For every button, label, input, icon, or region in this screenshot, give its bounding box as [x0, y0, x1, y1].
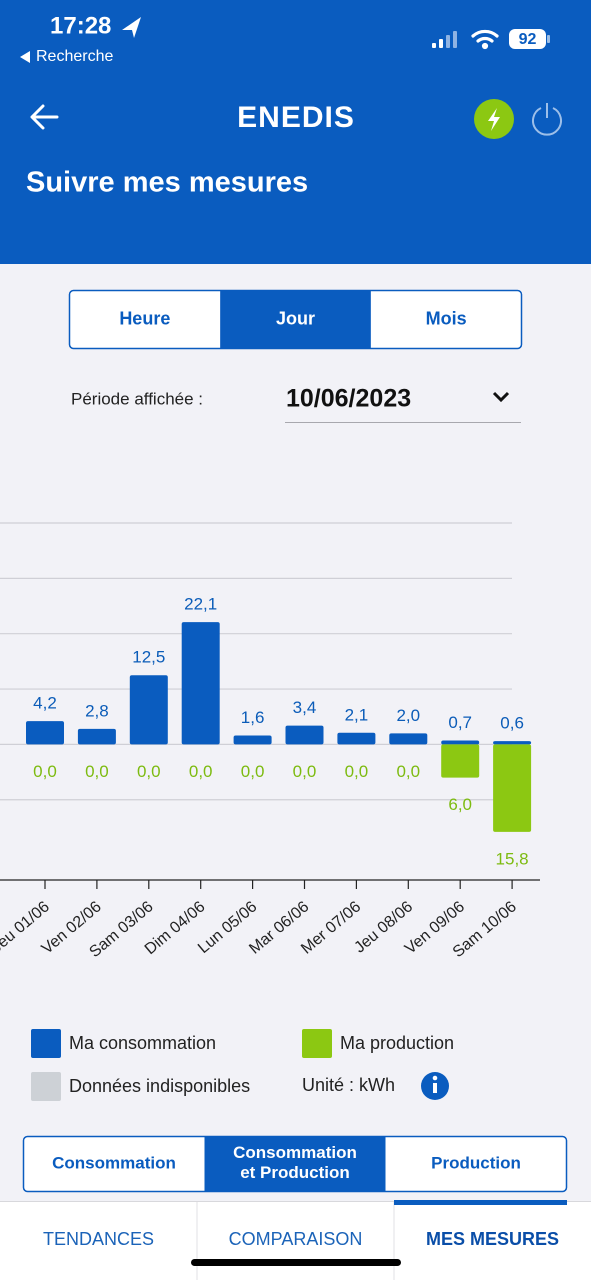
home-indicator: [191, 1259, 401, 1266]
value-label: 0,6: [500, 714, 524, 733]
power-icon[interactable]: [532, 107, 562, 136]
bar: [493, 741, 532, 745]
value-label: 0,0: [293, 762, 317, 781]
legend-swatch: [302, 1029, 332, 1058]
value-label: 0,7: [448, 713, 472, 732]
value-label: 0,0: [396, 762, 420, 781]
bar: [26, 721, 64, 745]
battery-level: 92: [519, 31, 537, 48]
segment[interactable]: Heure: [119, 308, 170, 328]
nav-tab-indicator: [394, 1200, 567, 1205]
value-label: 2,8: [85, 701, 109, 720]
logo: ENEDIS: [237, 101, 355, 134]
value-label: 2,0: [396, 706, 420, 725]
wifi-icon: [471, 29, 499, 50]
bar: [389, 733, 428, 745]
bar: [493, 744, 532, 832]
bar: [441, 744, 480, 778]
value-label: 6,0: [448, 795, 472, 814]
signal-icon: [432, 31, 457, 48]
nav-tab[interactable]: COMPARAISON: [229, 1229, 363, 1249]
nav-tab[interactable]: MES MESURES: [426, 1229, 559, 1249]
value-label: 0,0: [137, 762, 161, 781]
value-label: 0,0: [189, 762, 213, 781]
segment[interactable]: Mois: [426, 308, 467, 328]
value-label: 0,0: [241, 762, 265, 781]
value-label: 22,1: [184, 595, 217, 614]
segment[interactable]: Consommation: [52, 1153, 176, 1172]
segment-selected: [220, 290, 371, 349]
info-dot: [432, 1075, 438, 1081]
legend-swatch: [31, 1072, 61, 1101]
segment-selected: [204, 1136, 386, 1192]
value-label: 0,0: [345, 762, 369, 781]
segment[interactable]: Jour: [276, 308, 315, 328]
legend-label: Ma consommation: [69, 1033, 216, 1053]
bar: [337, 732, 376, 745]
bar: [441, 740, 480, 745]
nav-tab[interactable]: TENDANCES: [43, 1229, 154, 1249]
page-title: Suivre mes mesures: [26, 167, 308, 199]
segment[interactable]: Consommation et Production: [233, 1143, 357, 1182]
value-label: 12,5: [132, 648, 165, 667]
value-label: 2,1: [345, 705, 369, 724]
value-label: 1,6: [241, 708, 265, 727]
value-label: 4,2: [33, 694, 57, 713]
time: 17:28: [50, 12, 111, 39]
bar: [77, 728, 116, 745]
bar: [129, 675, 168, 745]
location-icon: [122, 17, 141, 38]
unit-label: Unité : kWh: [302, 1075, 395, 1095]
bolt: [488, 108, 500, 131]
legend-label: Ma production: [340, 1033, 454, 1053]
value-label: 15,8: [496, 849, 529, 868]
bar: [233, 735, 272, 745]
back-arrow[interactable]: [30, 104, 59, 130]
bar: [285, 725, 324, 745]
tab-bar-bg: [0, 1202, 591, 1280]
info-i: [433, 1083, 437, 1093]
value-label: 0,0: [33, 762, 57, 781]
back-triangle[interactable]: [20, 51, 30, 63]
value-label: 3,4: [293, 698, 317, 717]
period-label: Période affichée :: [71, 389, 203, 408]
legend-label: Données indisponibles: [69, 1076, 250, 1096]
period-value[interactable]: 10/06/2023: [286, 385, 411, 413]
battery: [509, 29, 546, 49]
battery-tip: [547, 35, 550, 43]
segment[interactable]: Production: [431, 1153, 521, 1172]
legend-swatch: [31, 1029, 61, 1058]
value-label: 0,0: [85, 762, 109, 781]
bar: [181, 622, 220, 745]
period-chevron[interactable]: [492, 391, 510, 403]
back-app[interactable]: Recherche: [36, 48, 113, 65]
